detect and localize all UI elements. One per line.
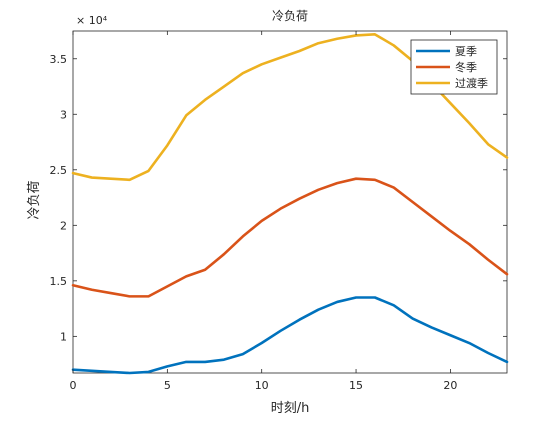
y-tick-label: 2 xyxy=(60,219,67,232)
x-tick-label: 10 xyxy=(255,379,269,392)
y-tick-label: 3.5 xyxy=(50,53,68,66)
x-tick-label: 5 xyxy=(164,379,171,392)
x-tick-label: 0 xyxy=(70,379,77,392)
series-line-1 xyxy=(71,177,509,298)
chart-title: 冷负荷 xyxy=(272,9,308,23)
x-ticks: 0 5 10 15 20 xyxy=(70,31,457,392)
y-tick-label: 3 xyxy=(60,108,67,121)
legend-label-2: 过渡季 xyxy=(455,76,488,90)
y-axis-exponent-label: × 10⁴ xyxy=(76,14,108,27)
y-axis-label: 冷负荷 xyxy=(27,180,42,219)
legend-label-0: 夏季 xyxy=(455,45,477,58)
x-axis-label: 时刻/h xyxy=(271,401,310,416)
y-tick-label: 2.5 xyxy=(50,164,68,177)
y-tick-label: 1.5 xyxy=(50,275,68,288)
series-line-0 xyxy=(71,296,509,375)
y-ticks: 1 1.5 2 2.5 3 3.5 xyxy=(50,53,507,343)
x-tick-label: 20 xyxy=(443,379,457,392)
x-tick-label: 15 xyxy=(349,379,363,392)
y-tick-label: 1 xyxy=(60,330,67,343)
legend-label-1: 冬季 xyxy=(455,60,477,74)
